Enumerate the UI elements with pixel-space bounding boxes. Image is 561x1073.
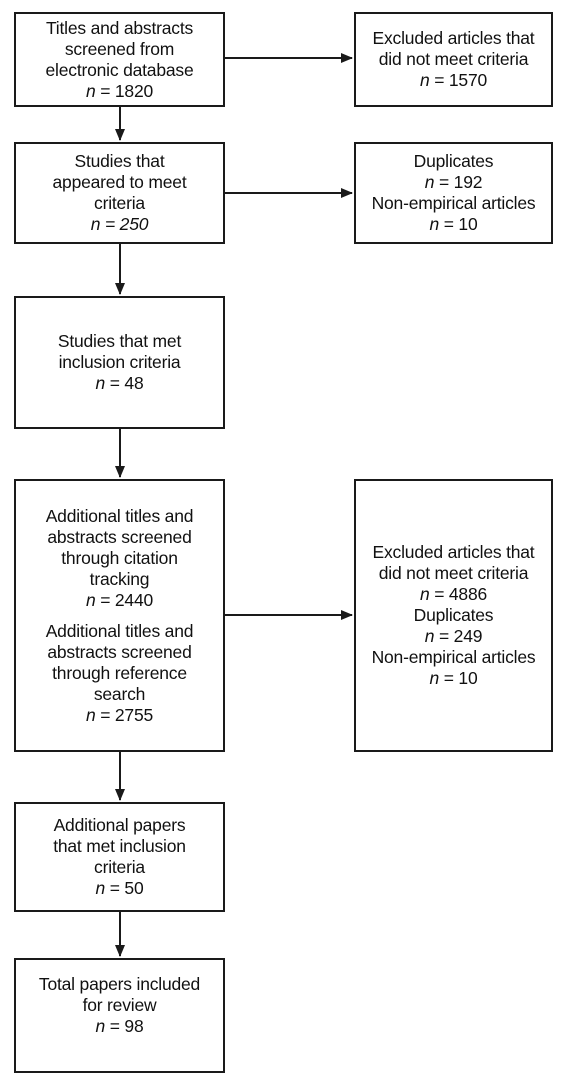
box-text-line: inclusion criteria: [58, 352, 181, 372]
box-text-line: Additional titles and: [45, 620, 194, 641]
box-text-line: Duplicates: [413, 151, 494, 171]
box-text-line: Additional papers: [53, 815, 186, 835]
count-value: 98: [124, 1016, 144, 1036]
count-value: 192: [453, 172, 483, 192]
box-total-included: Total papers included for review n = 98: [14, 958, 225, 1073]
n-symbol: n: [419, 70, 430, 90]
box-text-line: Duplicates: [413, 605, 494, 625]
box-text-line: Non-empirical articles: [371, 193, 536, 213]
n-symbol: n: [85, 704, 96, 725]
box-text-line: Titles and abstracts: [45, 17, 194, 38]
box-text-line: search: [93, 683, 146, 704]
count-value: 2440: [114, 589, 154, 610]
count-line: n = 10: [430, 214, 478, 235]
count-value: 48: [124, 373, 144, 393]
box-text-line: Additional titles and: [45, 505, 194, 526]
box-excluded-additional: Excluded articles that did not meet crit…: [354, 479, 553, 752]
box-additional-screened: Additional titles and abstracts screened…: [14, 479, 225, 752]
equals-sign: =: [100, 80, 111, 101]
count-line: n = 249: [425, 626, 483, 647]
count-line: n = 50: [96, 878, 144, 899]
count-value: 1570: [448, 70, 488, 90]
count-line: n = 48: [96, 373, 144, 394]
box-text-line: for review: [82, 995, 157, 1015]
n-symbol: n: [429, 214, 440, 234]
box-text-line: did not meet criteria: [378, 563, 529, 583]
box-met-inclusion-criteria: Studies that met inclusion criteria n = …: [14, 296, 225, 429]
count-line: n = 2755: [86, 705, 153, 726]
box-text-line: Excluded articles that: [372, 542, 535, 562]
n-symbol: n: [95, 1016, 106, 1036]
box-screened-database: Titles and abstracts screened from elect…: [14, 12, 225, 107]
box-text-line: criteria: [94, 193, 145, 213]
box-text-line: Studies that met: [57, 331, 182, 351]
count-line: n = 4886: [420, 584, 487, 605]
box-text-line: through reference: [52, 662, 187, 683]
n-symbol: n: [95, 373, 106, 393]
count-value: 250: [119, 214, 149, 234]
equals-sign: =: [109, 878, 120, 898]
count-value: 2755: [114, 704, 154, 725]
box-additional-papers: Additional papers that met inclusion cri…: [14, 802, 225, 912]
equals-sign: =: [109, 373, 120, 393]
n-symbol: n: [424, 626, 435, 646]
n-symbol: n: [85, 80, 96, 101]
count-line: n = 1570: [420, 70, 487, 91]
count-line: n = 10: [430, 668, 478, 689]
count-value: 4886: [448, 584, 488, 604]
box-text-line: tracking: [89, 568, 150, 589]
count-line: n = 2440: [86, 590, 153, 611]
box-text-line: through citation: [61, 547, 178, 568]
box-text-line: did not meet criteria: [378, 49, 529, 69]
box-text-line: appeared to meet: [52, 172, 187, 192]
box-appeared-to-meet-criteria: Studies that appeared to meet criteria n…: [14, 142, 225, 244]
box-duplicates-nonempirical: Duplicates n = 192 Non-empirical article…: [354, 142, 553, 244]
box-text-line: electronic database: [45, 59, 194, 80]
equals-sign: =: [443, 668, 454, 688]
box-text-line: that met inclusion: [53, 836, 186, 856]
count-value: 249: [453, 626, 483, 646]
count-line: n = 250: [91, 214, 149, 235]
box-text-line: abstracts screened: [47, 641, 192, 662]
n-symbol: n: [95, 878, 106, 898]
equals-sign: =: [434, 70, 445, 90]
box-text-line: Non-empirical articles: [371, 647, 536, 667]
n-symbol: n: [90, 214, 101, 234]
equals-sign: =: [438, 172, 449, 192]
box-text-line: Excluded articles that: [372, 28, 535, 48]
n-symbol: n: [85, 589, 96, 610]
n-symbol: n: [419, 584, 430, 604]
box-text-line: Total papers included: [38, 974, 201, 994]
count-value: 1820: [114, 80, 154, 101]
count-value: 10: [458, 214, 478, 234]
box-excluded-first: Excluded articles that did not meet crit…: [354, 12, 553, 107]
equals-sign: =: [104, 214, 115, 234]
box-text-line: Studies that: [74, 151, 165, 171]
box-text-line: abstracts screened: [47, 526, 192, 547]
n-symbol: n: [429, 668, 440, 688]
equals-sign: =: [443, 214, 454, 234]
count-line: n = 1820: [86, 81, 153, 102]
equals-sign: =: [434, 584, 445, 604]
box-text-line: criteria: [94, 857, 145, 877]
equals-sign: =: [438, 626, 449, 646]
count-line: n = 192: [425, 172, 483, 193]
count-line: n = 98: [96, 1016, 144, 1037]
equals-sign: =: [100, 704, 111, 725]
n-symbol: n: [424, 172, 435, 192]
box-text-line: screened from: [64, 38, 175, 59]
count-value: 10: [458, 668, 478, 688]
equals-sign: =: [100, 589, 111, 610]
equals-sign: =: [109, 1016, 120, 1036]
count-value: 50: [124, 878, 144, 898]
